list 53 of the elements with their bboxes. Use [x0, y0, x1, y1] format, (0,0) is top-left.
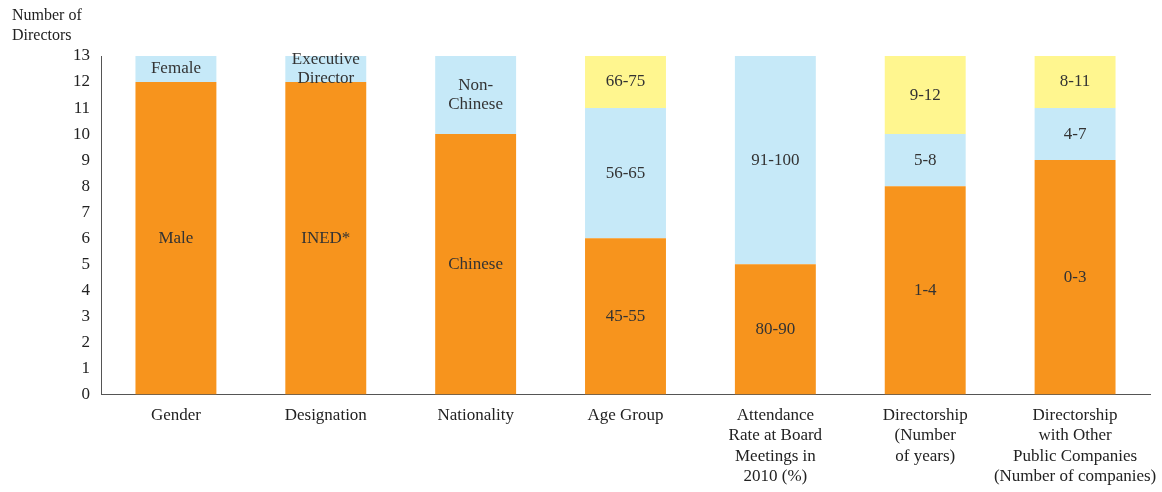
x-tick-label: Designation [284, 405, 368, 425]
data-label: Female [150, 58, 201, 78]
y-tick-label: 1 [81, 357, 90, 377]
data-label: 1-4 [913, 279, 938, 299]
bar [1034, 108, 1116, 161]
y-tick-label: 0 [81, 383, 90, 403]
bar [1034, 56, 1116, 109]
data-label: INED* [301, 227, 351, 247]
data-label: 45-55 [605, 305, 646, 325]
y-tick-label: 2 [81, 331, 90, 351]
y-tick-label: 6 [81, 227, 90, 247]
data-label: 8-11 [1059, 71, 1091, 91]
y-tick-label: 12 [73, 71, 90, 91]
bar [585, 238, 666, 395]
data-label: 66-75 [605, 71, 646, 91]
data-label: 9-12 [909, 84, 941, 104]
x-tick-label: Directorship with Other Public Companies (Number of companies) [993, 405, 1157, 486]
y-tick-label: 4 [81, 279, 91, 299]
data-label: 4-7 [1063, 123, 1087, 143]
data-label: 80-90 [755, 318, 796, 338]
bar [1034, 160, 1116, 395]
x-tick-label: Directorship (Number of years) [882, 405, 968, 465]
bar [435, 134, 517, 395]
bar [884, 56, 966, 135]
y-tick-label: 3 [81, 305, 90, 325]
bar [585, 56, 666, 109]
data-label: Chinese [448, 253, 504, 273]
bar [435, 56, 517, 135]
data-label: 56-65 [605, 162, 646, 182]
y-tick-label: 9 [81, 149, 90, 169]
x-tick-label: Nationality [437, 405, 515, 425]
bar [585, 108, 666, 239]
y-tick-label: 13 [73, 45, 90, 65]
bar [734, 56, 816, 265]
data-label: 5-8 [913, 149, 937, 169]
y-axis-title: Number of Directors [12, 6, 83, 44]
bar [734, 264, 816, 395]
y-tick-label: 10 [73, 123, 90, 143]
y-tick-label: 11 [73, 97, 90, 117]
data-label: 91-100 [751, 149, 800, 169]
data-label: 0-3 [1063, 266, 1087, 286]
x-tick-label: Gender [150, 405, 202, 425]
x-tick-label: Attendance Rate at Board Meetings in 2010 (%) [728, 405, 823, 486]
bar [884, 186, 966, 395]
bar [884, 134, 966, 187]
y-tick-label: 7 [81, 201, 91, 221]
y-tick-label: 8 [81, 175, 90, 195]
data-label: Male [158, 227, 194, 247]
data-label: Non- Chinese [448, 75, 504, 114]
x-tick-label: Age Group [587, 405, 664, 425]
y-tick-label: 5 [81, 253, 90, 273]
bar [135, 82, 217, 395]
bar [285, 82, 367, 395]
